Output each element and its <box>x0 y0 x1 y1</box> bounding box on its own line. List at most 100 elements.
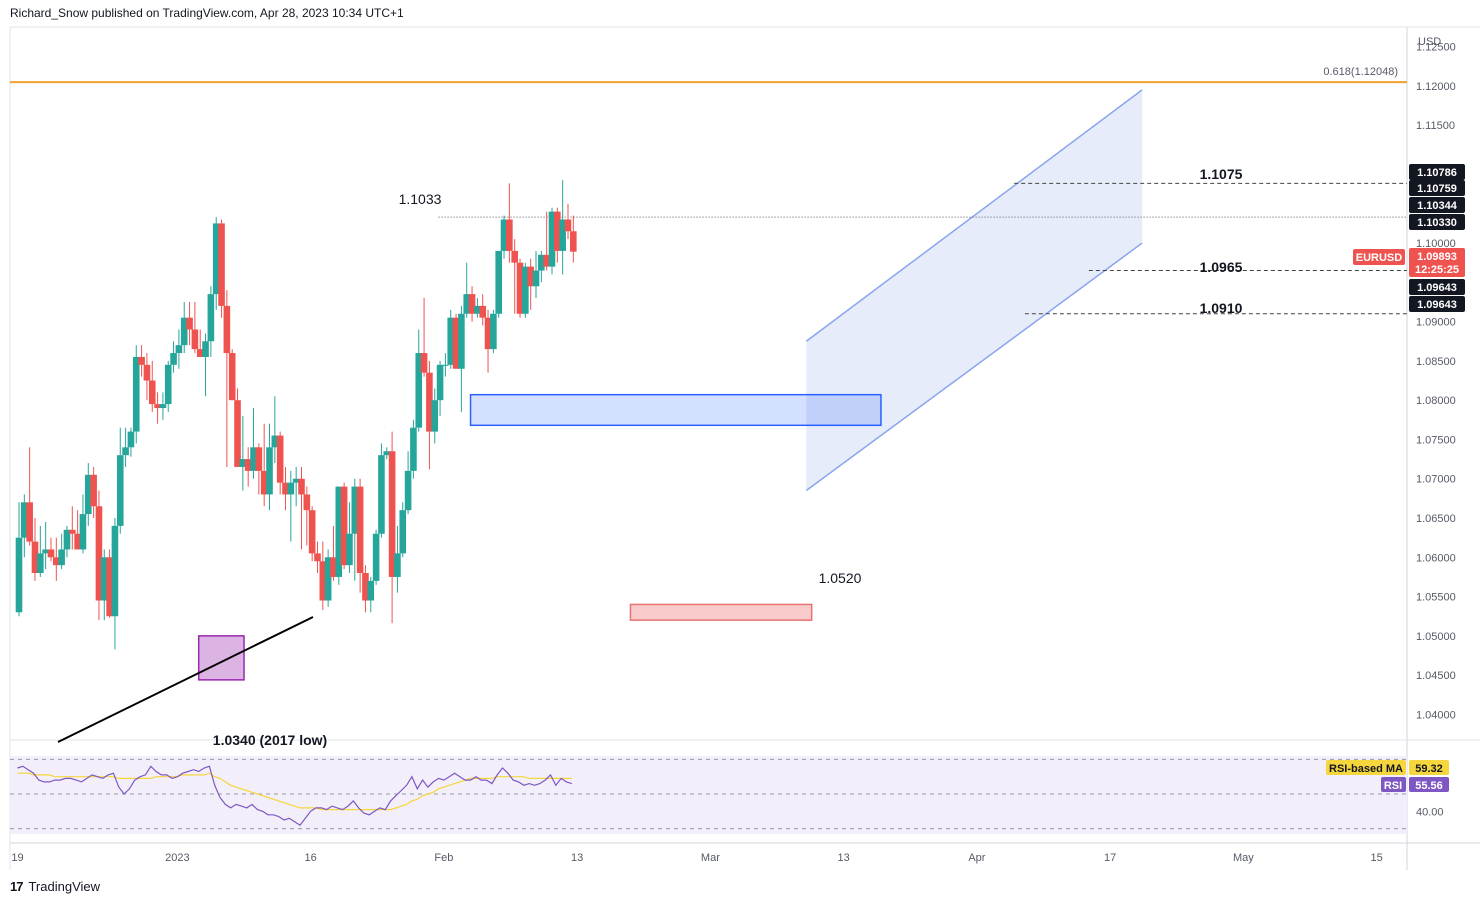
candle <box>15 502 23 617</box>
candle-body <box>260 470 268 495</box>
candle-body <box>356 486 364 574</box>
candle <box>122 427 129 467</box>
candle <box>484 309 492 373</box>
time-tick-label: Mar <box>701 852 720 864</box>
tradingview-logo-mark: 17 <box>10 879 24 894</box>
candle <box>372 529 380 585</box>
price-tick-label: 1.12000 <box>1416 81 1456 93</box>
candle-body <box>63 529 71 550</box>
candle <box>404 451 412 515</box>
candle-body <box>292 478 300 483</box>
candle <box>340 482 348 570</box>
candle <box>170 341 177 373</box>
candle <box>79 494 87 554</box>
price-tag-value: 1.10759 <box>1417 183 1457 195</box>
candle-body <box>351 486 359 534</box>
candle <box>506 183 513 263</box>
price-tag-value: 1.10344 <box>1417 200 1458 212</box>
candle-body <box>148 380 156 405</box>
price-axis[interactable]: USD1.125001.120001.115001.100001.095001.… <box>1416 36 1456 721</box>
channel-upper-line <box>805 89 1143 342</box>
candle <box>69 506 76 550</box>
rsi-ma-value: 59.32 <box>1415 763 1443 775</box>
time-tick-label: Apr <box>968 852 985 864</box>
price-tick-label: 1.08000 <box>1416 395 1456 407</box>
candle <box>234 388 241 467</box>
time-tick-label: 17 <box>1104 852 1116 864</box>
candle <box>330 525 337 581</box>
candle <box>490 309 497 354</box>
fib-618-label: 0.618(1.12048) <box>1323 66 1398 78</box>
candle <box>463 262 471 318</box>
candle-body <box>95 506 103 601</box>
candle <box>420 298 428 377</box>
candle-body <box>196 349 204 357</box>
annotation-1075: 1.1075 <box>1200 166 1243 182</box>
candle <box>196 329 204 357</box>
candle <box>143 353 151 401</box>
annotation-0520: 1.0520 <box>819 570 862 586</box>
candle <box>548 207 556 275</box>
price-tick-label: 1.09000 <box>1416 317 1456 329</box>
candle <box>415 329 423 432</box>
candle <box>543 211 550 271</box>
candle <box>260 423 268 507</box>
candlestick-series <box>15 180 577 650</box>
candle-body <box>170 353 177 365</box>
price-tick-label: 1.08500 <box>1416 356 1456 368</box>
rsi-name: RSI <box>1384 780 1402 792</box>
candle-body <box>244 459 252 471</box>
candle-body <box>346 533 353 566</box>
candle <box>223 290 231 467</box>
rsi-pane-background <box>10 756 1407 834</box>
candle-body <box>31 541 39 574</box>
price-tag-value: 1.09643 <box>1417 299 1457 311</box>
candle-body <box>303 494 311 511</box>
candle <box>298 466 305 550</box>
candle-body <box>212 223 220 295</box>
candle <box>474 298 481 318</box>
candle <box>148 360 156 412</box>
candle-body <box>522 266 529 314</box>
candle-body <box>399 510 407 554</box>
candle-body <box>132 356 140 432</box>
tradingview-logo[interactable]: 17 TradingView <box>10 879 100 894</box>
price-tag-box <box>1409 296 1465 312</box>
price-tick-label: 1.11500 <box>1416 120 1455 132</box>
rsi-name-box <box>1381 777 1406 792</box>
candle <box>511 239 518 314</box>
candle <box>266 423 273 511</box>
candle-body <box>330 557 337 577</box>
candle-body <box>266 447 273 495</box>
candle <box>218 219 225 318</box>
candle-body <box>335 486 343 577</box>
price-tick-label: 1.07500 <box>1416 434 1456 446</box>
candle-body <box>372 533 380 581</box>
candle-body <box>554 211 561 251</box>
candle-body <box>84 474 92 515</box>
tradingview-logo-text: TradingView <box>28 879 101 894</box>
candle <box>559 180 566 275</box>
candle-body <box>58 549 65 566</box>
candle <box>53 537 60 581</box>
chart-drawings: 0.618(1.12048) <box>10 66 1407 743</box>
candle-body <box>276 435 284 483</box>
time-axis[interactable]: 19202316Feb13Mar13Apr17May15Jun <box>11 852 1481 864</box>
candle-body <box>474 305 481 314</box>
symbol-tag-box <box>1353 249 1405 265</box>
candle <box>180 301 188 354</box>
candle <box>31 518 39 581</box>
price-tag-box <box>1409 214 1465 230</box>
candle <box>111 518 119 650</box>
candle-body <box>122 447 129 456</box>
candle <box>164 360 172 412</box>
candle <box>436 360 444 416</box>
candle-body <box>548 211 556 267</box>
candle <box>250 408 257 479</box>
candle <box>564 203 572 240</box>
candle <box>314 541 321 574</box>
time-tick-label: May <box>1233 852 1254 864</box>
candle <box>346 502 353 574</box>
candle-body <box>559 219 566 251</box>
